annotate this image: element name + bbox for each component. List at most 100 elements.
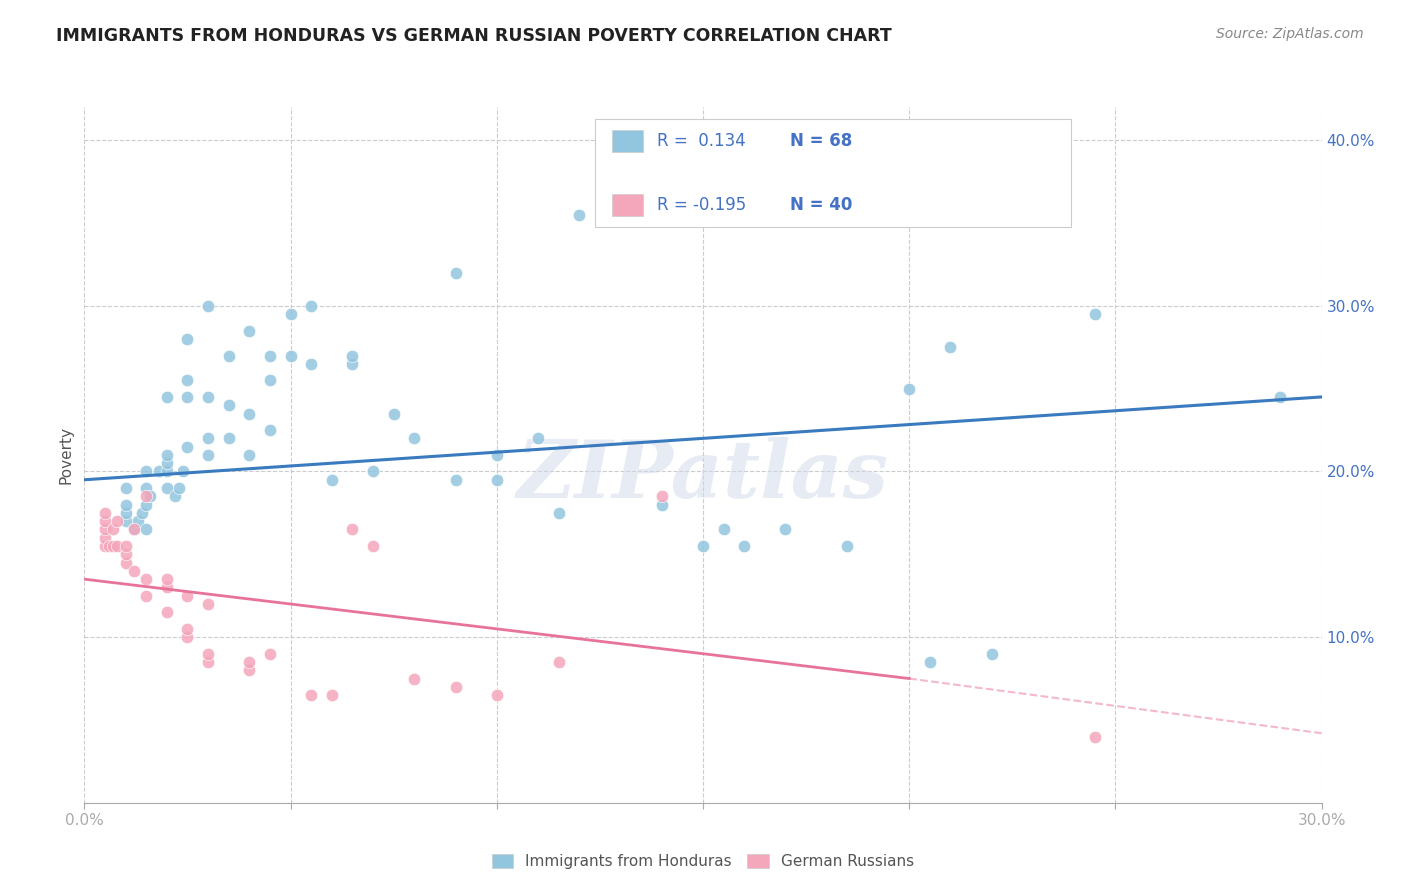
Point bbox=[1084, 730, 1107, 744]
Point bbox=[98, 539, 121, 553]
Point bbox=[342, 357, 364, 371]
Point bbox=[547, 506, 569, 520]
Point bbox=[1270, 390, 1292, 404]
Point bbox=[939, 340, 962, 354]
Point bbox=[122, 523, 145, 537]
Point bbox=[238, 448, 260, 462]
Point bbox=[733, 539, 755, 553]
Point bbox=[114, 498, 136, 512]
Legend: Immigrants from Honduras, German Russians: Immigrants from Honduras, German Russian… bbox=[485, 848, 921, 875]
Point bbox=[176, 622, 198, 636]
Point bbox=[547, 655, 569, 669]
Point bbox=[176, 589, 198, 603]
Point bbox=[775, 523, 797, 537]
Point bbox=[94, 514, 117, 528]
Point bbox=[259, 373, 281, 387]
Point bbox=[404, 672, 426, 686]
Point bbox=[651, 489, 673, 503]
Point bbox=[651, 498, 673, 512]
Text: N = 68: N = 68 bbox=[790, 132, 852, 150]
Point bbox=[94, 539, 117, 553]
Point bbox=[135, 589, 157, 603]
Point bbox=[156, 390, 179, 404]
Point bbox=[135, 489, 157, 503]
Point bbox=[218, 398, 240, 412]
Point bbox=[238, 655, 260, 669]
Point bbox=[114, 506, 136, 520]
Point bbox=[713, 523, 735, 537]
Point bbox=[299, 357, 322, 371]
Point bbox=[135, 572, 157, 586]
Point bbox=[114, 481, 136, 495]
Point bbox=[444, 680, 467, 694]
Point bbox=[404, 431, 426, 445]
Text: R =  0.134: R = 0.134 bbox=[657, 132, 745, 150]
Point bbox=[114, 514, 136, 528]
Point bbox=[105, 514, 128, 528]
Point bbox=[172, 465, 194, 479]
Point bbox=[176, 440, 198, 454]
Point bbox=[165, 489, 187, 503]
Point bbox=[156, 572, 179, 586]
Point bbox=[156, 465, 179, 479]
Point bbox=[135, 523, 157, 537]
Point bbox=[361, 539, 384, 553]
Text: IMMIGRANTS FROM HONDURAS VS GERMAN RUSSIAN POVERTY CORRELATION CHART: IMMIGRANTS FROM HONDURAS VS GERMAN RUSSI… bbox=[56, 27, 891, 45]
Point bbox=[197, 390, 219, 404]
Point bbox=[299, 299, 322, 313]
Point bbox=[238, 324, 260, 338]
Point bbox=[94, 506, 117, 520]
Text: R = -0.195: R = -0.195 bbox=[657, 196, 747, 214]
Point bbox=[238, 663, 260, 677]
Point bbox=[114, 547, 136, 561]
Point bbox=[156, 605, 179, 619]
Point bbox=[176, 373, 198, 387]
Point bbox=[167, 481, 190, 495]
Point bbox=[139, 489, 162, 503]
Point bbox=[259, 423, 281, 437]
Point bbox=[259, 647, 281, 661]
Point bbox=[197, 448, 219, 462]
Point bbox=[176, 630, 198, 644]
Point bbox=[135, 465, 157, 479]
Text: N = 40: N = 40 bbox=[790, 196, 853, 214]
Point bbox=[299, 688, 322, 702]
Point bbox=[321, 473, 343, 487]
Point bbox=[135, 498, 157, 512]
Point bbox=[527, 431, 550, 445]
Point bbox=[1084, 307, 1107, 321]
Text: ZIPatlas: ZIPatlas bbox=[517, 437, 889, 515]
Point bbox=[197, 597, 219, 611]
Point bbox=[382, 407, 405, 421]
Point bbox=[485, 473, 508, 487]
Point bbox=[342, 523, 364, 537]
Point bbox=[238, 407, 260, 421]
Point bbox=[197, 647, 219, 661]
Point bbox=[609, 191, 631, 205]
Point bbox=[156, 448, 179, 462]
Point bbox=[568, 208, 591, 222]
Point bbox=[114, 539, 136, 553]
Point bbox=[94, 531, 117, 545]
Point bbox=[127, 514, 149, 528]
Point bbox=[280, 349, 302, 363]
Point bbox=[131, 506, 153, 520]
Point bbox=[444, 473, 467, 487]
Point bbox=[342, 349, 364, 363]
Point bbox=[156, 481, 179, 495]
Point bbox=[176, 332, 198, 346]
Point bbox=[105, 539, 128, 553]
Point bbox=[197, 655, 219, 669]
Point bbox=[259, 349, 281, 363]
Point bbox=[361, 465, 384, 479]
Point bbox=[280, 307, 302, 321]
Point bbox=[148, 465, 170, 479]
Point bbox=[156, 456, 179, 470]
Point bbox=[122, 564, 145, 578]
Point bbox=[135, 481, 157, 495]
Point bbox=[197, 299, 219, 313]
Y-axis label: Poverty: Poverty bbox=[58, 425, 73, 484]
Text: Source: ZipAtlas.com: Source: ZipAtlas.com bbox=[1216, 27, 1364, 41]
Point bbox=[837, 539, 859, 553]
Point bbox=[218, 349, 240, 363]
